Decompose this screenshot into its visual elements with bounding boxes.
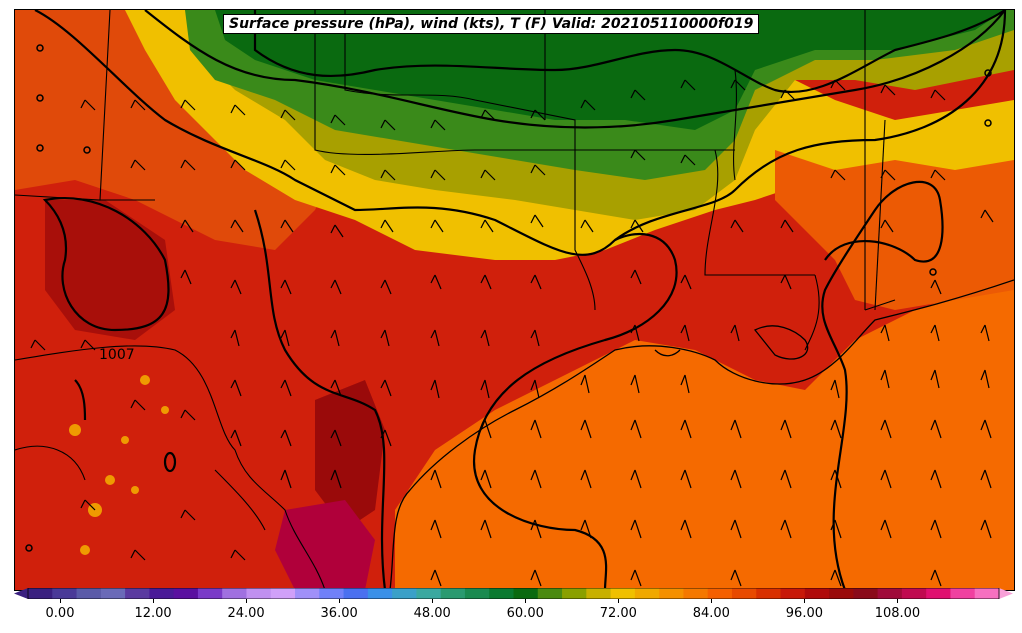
colorbar-cell [513,588,539,599]
pressure-isobars [34,10,1007,590]
colorbar-cell [440,588,466,599]
colorbar-tick-label: 36.00 [320,606,358,621]
temperature-hotspot-magenta [275,500,375,590]
colorbar-cell [901,588,927,599]
map-canvas: 1007 [15,10,1014,590]
colorbar-cell [853,588,879,599]
colorbar-cell [416,588,442,599]
colorbar-cell [659,588,684,599]
colorbar-min-extend [14,588,28,599]
colorbar-cell [392,588,417,599]
colorbar-cell [52,588,78,599]
colorbar-cell [246,588,272,599]
colorbar-cell [295,588,320,599]
colorbar-cell [829,588,854,599]
colorbar-tick-mark [804,599,806,603]
temperature-core-west [45,200,175,340]
colorbar-cell [756,588,782,599]
temperature-core-south [315,380,385,530]
colorbar-tick-label: 72.00 [599,606,637,621]
colorbar-tick-label: 48.00 [413,606,451,621]
colorbar-tick-label: 96.00 [785,606,823,621]
colorbar-tick-mark [711,599,713,603]
colorbar-cell [731,588,757,599]
isobar-label: 1007 [99,347,135,363]
colorbar-cell [877,588,903,599]
colorbar-cell [804,588,830,599]
colorbar-cell [222,588,247,599]
colorbar-tick-mark [60,599,61,603]
colorbar-cell [270,588,296,599]
colorbar-tick-mark [618,599,620,603]
temperature-colorbar [14,588,1013,599]
colorbar-max-extend [999,588,1013,599]
colorbar-cell [76,588,102,599]
colorbar-cell [319,588,345,599]
colorbar-cell [950,588,976,599]
colorbar-tick-mark [897,599,899,603]
colorbar-tick-label: 60.00 [506,606,544,621]
temperature-band-orange-north [15,10,345,250]
colorbar-tick-mark [432,599,434,603]
colorbar-outline [27,588,1000,599]
political-borders [15,10,896,590]
colorbar-cell [489,588,514,599]
colorbar-cell [634,588,660,599]
calm-wind-markers [25,44,992,552]
colorbar-cell [125,588,150,599]
colorbar-cell [173,588,199,599]
colorbar-cell [464,588,490,599]
colorbar-cell [586,588,612,599]
coastline [389,279,1014,590]
colorbar-cell [610,588,636,599]
colorbar-tick-label: 12.00 [134,606,172,621]
colorbar-cell [683,588,709,599]
colorbar-cell [780,588,806,599]
colorbar-tick-label: 108.00 [874,606,921,621]
colorbar-cell [100,588,126,599]
colorbar-cell [537,588,563,599]
colorbar-cell [197,588,223,599]
colorbar-cell [562,588,587,599]
colorbar-cell [367,588,393,599]
map-panel: 1007 [14,9,1015,591]
wind-barbs [30,79,994,587]
map-title: Surface pressure (hPa), wind (kts), T (F… [223,14,760,34]
colorbar-tick-mark [339,599,341,603]
colorbar-cell [149,588,175,599]
colorbar-tick-label: 24.00 [227,606,265,621]
colorbar-tick-label: 0.00 [45,606,75,621]
colorbar-tick-label: 84.00 [692,606,730,621]
colorbar-cell [926,588,951,599]
colorbar-tick-mark [153,599,155,603]
colorbar-cell [707,588,733,599]
gulf-temperature-field [395,280,1014,590]
colorbar-tick-mark [525,599,527,603]
temperature-band-dark-green [215,10,1005,130]
colorbar-tick-mark [246,599,248,603]
temperature-band-orange-east [775,150,1014,310]
colorbar-cell [343,588,369,599]
colorbar-cell [974,588,1000,599]
colorbar-cell [28,588,53,599]
